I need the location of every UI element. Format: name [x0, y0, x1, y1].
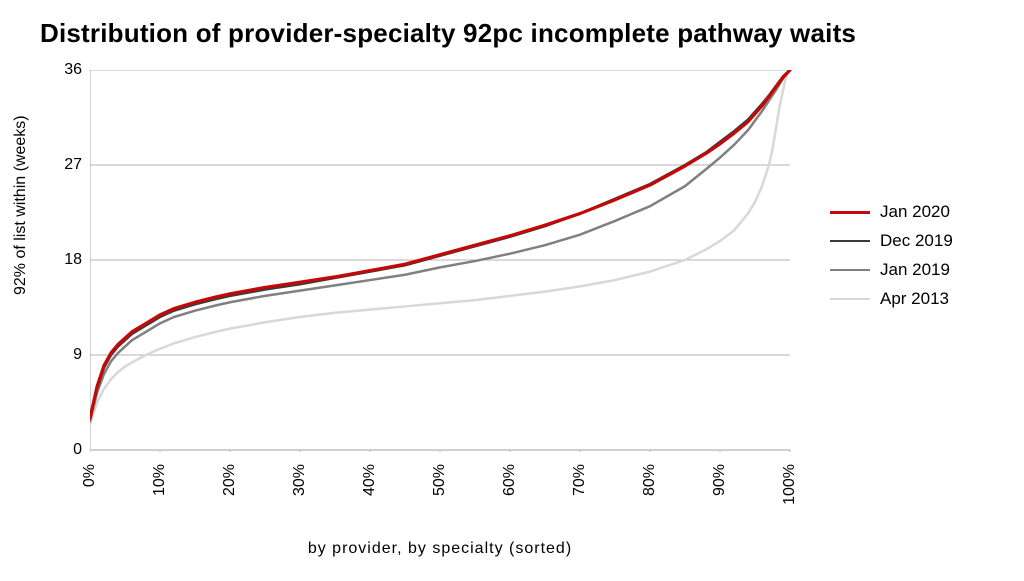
legend-swatch	[830, 269, 870, 271]
legend-item: Dec 2019	[830, 229, 953, 253]
legend-label: Jan 2020	[880, 202, 950, 222]
x-tick-label: 40%	[361, 464, 379, 496]
y-tick-label: 27	[50, 156, 82, 174]
chart-plot	[90, 70, 792, 452]
y-tick-label: 9	[50, 346, 82, 364]
x-tick-label: 20%	[221, 464, 239, 496]
legend-label: Jan 2019	[880, 260, 950, 280]
chart-title: Distribution of provider-specialty 92pc …	[40, 18, 856, 49]
legend-item: Jan 2020	[830, 200, 953, 224]
chart-container: Distribution of provider-specialty 92pc …	[0, 0, 1024, 581]
legend-item: Jan 2019	[830, 258, 953, 282]
x-tick-label: 100%	[781, 464, 799, 505]
x-axis-label: by provider, by specialty (sorted)	[90, 540, 790, 558]
x-tick-label: 50%	[431, 464, 449, 496]
x-tick-label: 80%	[641, 464, 659, 496]
chart-legend: Jan 2020 Dec 2019 Jan 2019 Apr 2013	[830, 200, 953, 316]
x-tick-label: 0%	[81, 464, 99, 487]
y-tick-label: 0	[50, 441, 82, 459]
x-tick-label: 30%	[291, 464, 309, 496]
x-tick-label: 60%	[501, 464, 519, 496]
legend-label: Dec 2019	[880, 231, 953, 251]
legend-swatch	[830, 211, 870, 214]
y-axis-label: 92% of list within (weeks)	[12, 115, 30, 295]
y-tick-label: 36	[50, 61, 82, 79]
legend-item: Apr 2013	[830, 287, 953, 311]
y-tick-label: 18	[50, 251, 82, 269]
legend-swatch	[830, 240, 870, 242]
x-tick-label: 90%	[711, 464, 729, 496]
legend-label: Apr 2013	[880, 289, 949, 309]
x-tick-label: 10%	[151, 464, 169, 496]
x-tick-label: 70%	[571, 464, 589, 496]
legend-swatch	[830, 298, 870, 300]
